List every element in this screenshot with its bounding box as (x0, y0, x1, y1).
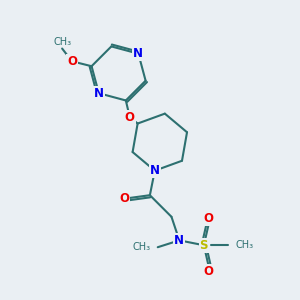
Text: O: O (125, 111, 135, 124)
Text: CH₃: CH₃ (133, 242, 151, 252)
Text: O: O (204, 265, 214, 278)
Text: S: S (200, 239, 208, 252)
Text: CH₃: CH₃ (53, 37, 71, 47)
Text: N: N (174, 234, 184, 247)
Text: N: N (134, 47, 143, 60)
Text: N: N (150, 164, 160, 177)
Text: O: O (204, 212, 214, 225)
Text: N: N (94, 87, 104, 100)
Text: CH₃: CH₃ (235, 240, 254, 250)
Text: O: O (119, 192, 129, 205)
Text: O: O (67, 55, 77, 68)
